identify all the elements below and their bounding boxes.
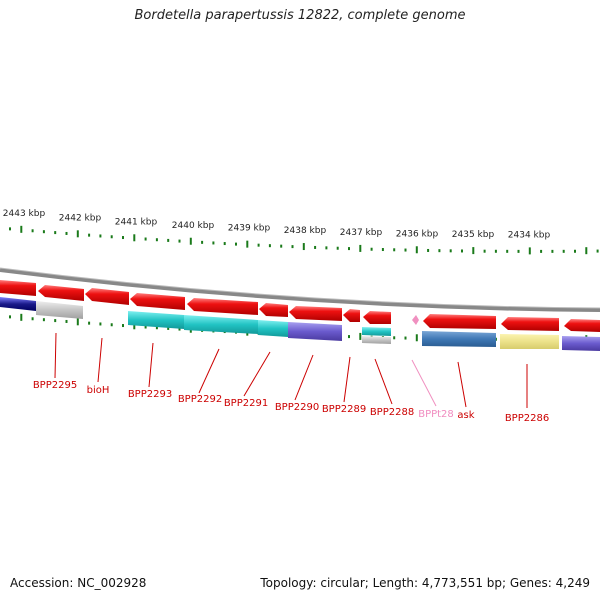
gene-label: BPP2293 — [128, 389, 172, 400]
trna-arrow — [412, 315, 419, 325]
gene-label: BPP2290 — [275, 402, 319, 413]
gene-arrows — [0, 280, 600, 332]
map-title: Bordetella parapertussis 12822, complete… — [134, 8, 466, 23]
gene-label: BPP2292 — [178, 394, 222, 405]
cog-boxes — [0, 297, 600, 351]
gene-label: BPP2286 — [505, 413, 549, 424]
gene-label: BPP2288 — [370, 407, 414, 418]
gene-labels: BPP2295 bioH BPP2293 BPP2292 BPP2291 BPP2290 B… — [33, 380, 549, 424]
gene-arrow — [38, 285, 84, 301]
gene-arrow — [343, 309, 360, 322]
kbp-label: 2440 kbp — [172, 221, 215, 231]
kbp-label: 2443 kbp — [3, 209, 46, 219]
accession-text: Accession: NC_002928 — [10, 576, 147, 590]
kbp-label: 2442 kbp — [59, 213, 102, 223]
kbp-labels: 2443 kbp 2442 kbp 2441 kbp 2440 kbp 2439 kbp… — [3, 209, 551, 240]
gene-arrow — [85, 288, 129, 305]
kbp-label: 2438 kbp — [284, 226, 327, 236]
gene-arrow — [187, 298, 258, 315]
gene-label: BPP2289 — [322, 404, 366, 415]
kbp-label: 2441 kbp — [115, 217, 158, 227]
kbp-label: 2436 kbp — [396, 229, 439, 239]
gene-arrow — [130, 293, 185, 310]
kbp-label: 2439 kbp — [228, 224, 271, 234]
gene-arrow — [363, 311, 391, 324]
kbp-label: 2437 kbp — [340, 228, 383, 238]
gene-label: BPPt28 — [418, 409, 454, 420]
genome-summary-text: Topology: circular; Length: 4,773,551 bp… — [260, 576, 590, 590]
gene-arrow — [564, 319, 600, 332]
gene-label: BPP2295 — [33, 380, 77, 391]
gene-arrow — [423, 314, 496, 329]
kbp-label: 2435 kbp — [452, 230, 495, 240]
leader-lines — [54, 332, 528, 408]
gene-arrow — [501, 317, 559, 331]
genome-backbone — [0, 268, 600, 312]
gene-label: ask — [457, 410, 474, 421]
gene-label: bioH — [87, 385, 110, 396]
gene-arrow — [0, 280, 36, 296]
kbp-label: 2434 kbp — [508, 230, 551, 240]
gene-label: BPP2291 — [224, 398, 268, 409]
gene-arrow — [259, 303, 288, 317]
gene-arrow — [289, 306, 342, 321]
